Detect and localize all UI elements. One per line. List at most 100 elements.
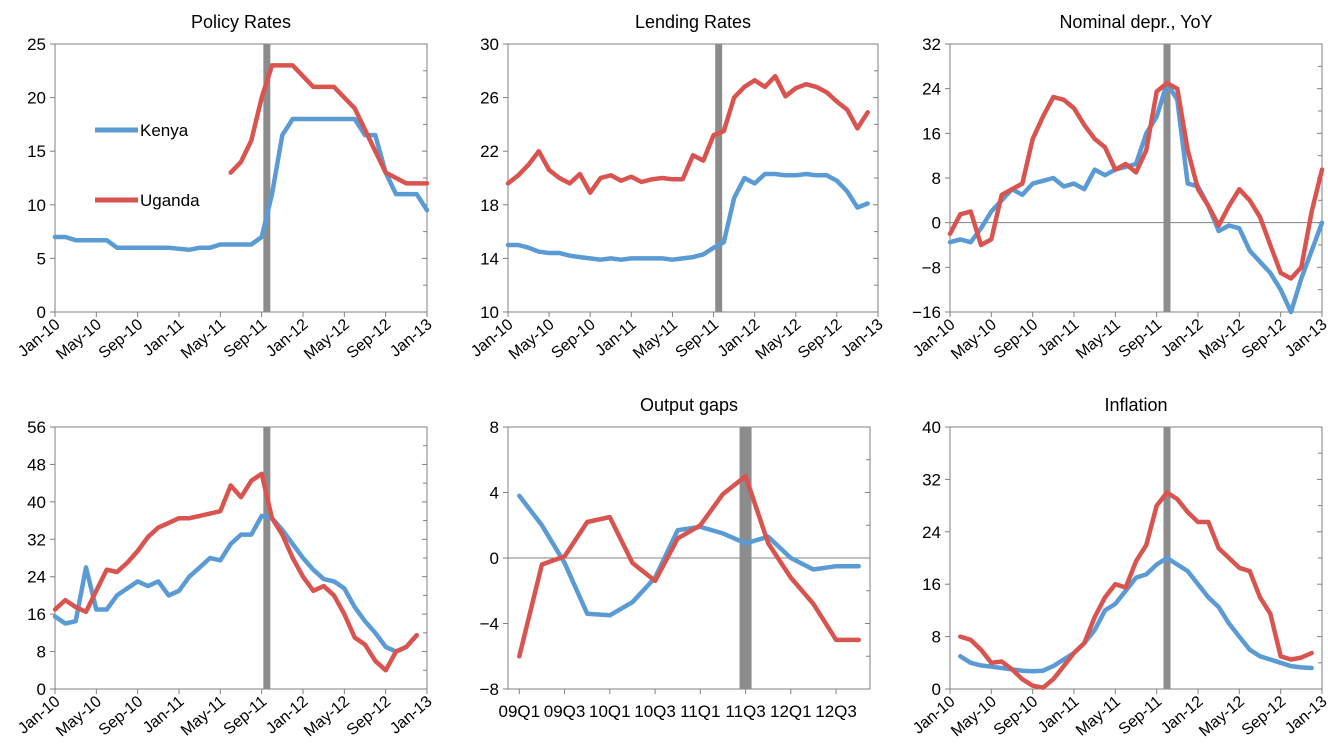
x-tick-label: May-12 <box>301 693 353 740</box>
chart-title: Lending Rates <box>635 12 751 32</box>
plot-frame <box>55 427 427 689</box>
x-tick-label: Sep-10 <box>991 693 1042 739</box>
y-tick-label: 0 <box>490 549 499 568</box>
chart-nominal: Nominal depr., YoY−16−808162432Jan-10May… <box>910 12 1328 363</box>
x-tick-label: Sep-12 <box>795 316 846 362</box>
y-tick-label: 0 <box>932 214 941 233</box>
y-tick-label: 32 <box>922 35 941 54</box>
x-tick-label: Sep-10 <box>548 316 599 362</box>
x-tick-label: Sep-12 <box>1239 693 1290 739</box>
y-tick-label: 16 <box>922 124 941 143</box>
plot-frame <box>55 44 427 312</box>
x-tick-label: Sep-12 <box>344 316 395 362</box>
chart-title: Output gaps <box>640 395 738 415</box>
x-tick-label: 09Q1 <box>499 702 541 721</box>
x-tick-label: Sep-11 <box>1116 693 1166 738</box>
y-tick-label: 40 <box>922 418 941 437</box>
y-tick-label: 24 <box>27 568 46 587</box>
y-tick-label: 32 <box>27 530 46 549</box>
y-tick-label: 16 <box>27 605 46 624</box>
y-tick-label: 56 <box>27 418 46 437</box>
x-tick-label: Jan-13 <box>387 693 435 738</box>
x-tick-label: Sep-12 <box>1239 316 1290 362</box>
y-tick-label: 0 <box>37 303 46 322</box>
x-tick-label: Jan-13 <box>838 316 886 361</box>
y-tick-label: 20 <box>27 89 46 108</box>
x-tick-label: Sep-11 <box>1116 316 1166 361</box>
y-tick-label: 4 <box>490 484 499 503</box>
y-tick-label: 8 <box>37 643 46 662</box>
y-tick-label: 16 <box>922 575 941 594</box>
x-tick-label: May-12 <box>1196 693 1248 740</box>
legend-label-kenya: Kenya <box>140 121 189 140</box>
x-tick-label: May-12 <box>1196 316 1248 363</box>
y-tick-label: 22 <box>480 142 499 161</box>
series-line-uganda <box>950 83 1322 278</box>
series-line-uganda <box>55 474 417 671</box>
series-line-kenya <box>960 558 1311 671</box>
y-tick-label: 48 <box>27 455 46 474</box>
plot-frame <box>950 44 1322 312</box>
x-tick-label: May-10 <box>506 316 558 363</box>
chart-title: Nominal depr., YoY <box>1059 12 1212 32</box>
chart-title: Inflation <box>1104 395 1167 415</box>
y-tick-label: 8 <box>490 418 499 437</box>
legend-label-uganda: Uganda <box>140 191 200 210</box>
y-tick-label: 15 <box>27 142 46 161</box>
chart-policy: Policy Rates0510152025Jan-10May-10Sep-10… <box>15 12 435 363</box>
x-tick-label: May-11 <box>178 693 229 740</box>
series-line-kenya <box>508 174 868 260</box>
x-tick-label: May-11 <box>1073 316 1124 363</box>
y-tick-label: −8 <box>480 680 499 699</box>
y-tick-label: 8 <box>932 169 941 188</box>
x-tick-label: Jan-13 <box>387 316 435 361</box>
x-tick-label: 12Q3 <box>815 702 857 721</box>
x-tick-label: 11Q1 <box>680 702 720 721</box>
series-line-kenya <box>55 516 417 652</box>
chart-lending: Lending Rates101418222630Jan-10May-10Sep… <box>468 12 886 363</box>
y-tick-label: 0 <box>932 680 941 699</box>
x-tick-label: 10Q1 <box>589 702 631 721</box>
y-tick-label: 8 <box>932 628 941 647</box>
y-tick-label: 0 <box>37 680 46 699</box>
chart-inflation: Inflation0816243240Jan-10May-10Sep-10Jan… <box>910 395 1328 740</box>
series-line-kenya <box>950 83 1322 312</box>
y-tick-label: 14 <box>480 249 499 268</box>
x-tick-label: 09Q3 <box>544 702 586 721</box>
x-tick-label: May-10 <box>53 316 105 363</box>
y-tick-label: 10 <box>480 303 499 322</box>
y-tick-label: −8 <box>922 258 941 277</box>
x-tick-label: Sep-11 <box>221 316 271 361</box>
event-bar <box>715 44 722 312</box>
x-tick-label: May-12 <box>301 316 353 363</box>
y-tick-label: 24 <box>922 80 941 99</box>
y-tick-label: 24 <box>922 523 941 542</box>
x-tick-label: Sep-10 <box>991 316 1042 362</box>
x-tick-label: 11Q3 <box>725 702 765 721</box>
x-tick-label: Sep-10 <box>96 316 147 362</box>
event-bar <box>263 427 270 689</box>
chart-title: Policy Rates <box>191 12 291 32</box>
y-tick-label: 40 <box>27 493 46 512</box>
y-tick-label: 30 <box>480 35 499 54</box>
series-line-uganda <box>960 493 1311 688</box>
event-bar <box>740 427 752 689</box>
y-tick-label: 5 <box>37 249 46 268</box>
x-tick-label: May-11 <box>630 316 681 363</box>
x-tick-label: May-11 <box>178 316 229 363</box>
series-line-uganda <box>231 65 427 183</box>
y-tick-label: 32 <box>922 470 941 489</box>
x-tick-label: Sep-12 <box>344 693 395 739</box>
x-tick-label: May-10 <box>948 316 1000 363</box>
x-tick-label: May-10 <box>948 693 1000 740</box>
y-tick-label: 18 <box>480 196 499 215</box>
chart-fourth: 08162432404856Jan-10May-10Sep-10Jan-11Ma… <box>15 418 435 740</box>
x-tick-label: May-12 <box>753 316 805 363</box>
y-tick-label: 25 <box>27 35 46 54</box>
x-tick-label: May-11 <box>1073 693 1124 740</box>
x-tick-label: 10Q3 <box>634 702 676 721</box>
x-tick-label: Jan-13 <box>1282 693 1328 738</box>
x-tick-label: Sep-10 <box>96 693 147 739</box>
